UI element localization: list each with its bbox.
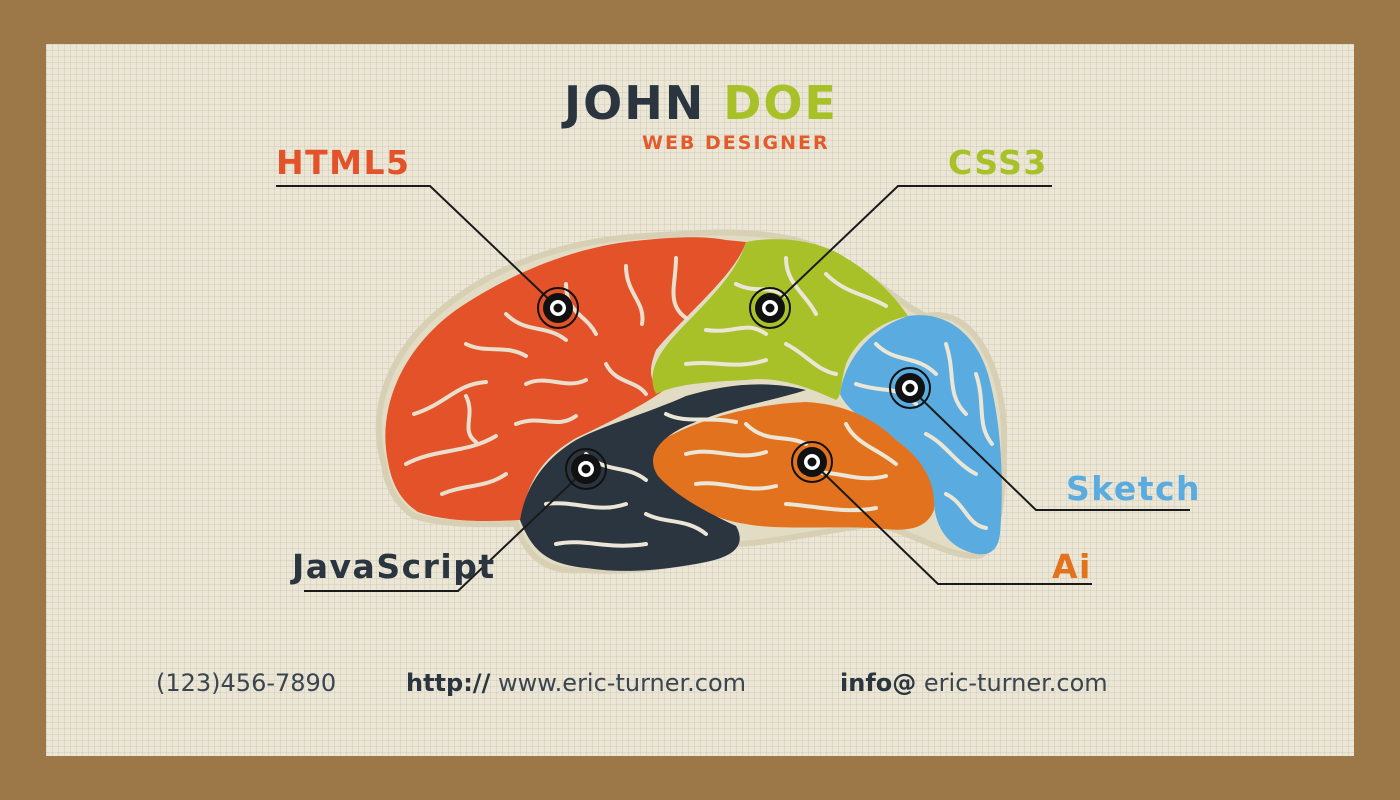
skill-javascript-label: JavaScript	[292, 547, 496, 586]
skill-css3-label: CSS3	[948, 143, 1048, 182]
skill-html5-label: HTML5	[276, 143, 411, 182]
target-marker-icon	[791, 441, 833, 483]
brain-illustration	[276, 185, 1190, 592]
website-text: www.eric-turner.com	[497, 669, 747, 697]
website-prefix: http://	[406, 669, 491, 697]
website: http:// www.eric-turner.com	[406, 669, 746, 697]
email-prefix: info@	[840, 669, 917, 697]
phone-number: (123)456-7890	[156, 669, 336, 697]
last-name: DOE	[723, 76, 838, 130]
business-card: JOHN DOE WEB DESIGNER HTML5 CSS3 Sketch …	[46, 44, 1354, 756]
brain-cerebellum	[520, 384, 806, 571]
connector-lines	[276, 185, 1190, 592]
email: info@ eric-turner.com	[840, 669, 1108, 697]
brain-frontal-lobe	[385, 237, 746, 522]
job-title: WEB DESIGNER	[642, 132, 830, 154]
line-html5	[276, 185, 559, 309]
first-name: JOHN	[564, 76, 706, 130]
line-ai	[811, 461, 1092, 585]
name-heading: JOHN DOE	[564, 80, 838, 126]
target-marker-icon	[565, 448, 607, 490]
target-marker-icon	[537, 287, 579, 329]
email-text: eric-turner.com	[923, 669, 1108, 697]
skill-sketch-label: Sketch	[1066, 469, 1202, 508]
line-javascript	[304, 468, 587, 592]
line-css3	[769, 185, 1052, 309]
brain-parietal-lobe	[652, 239, 908, 400]
skill-ai-label: Ai	[1052, 547, 1092, 586]
line-sketch	[909, 387, 1190, 511]
phone-text: (123)456-7890	[156, 669, 337, 697]
target-marker-icon	[889, 367, 931, 409]
target-marker-icon	[749, 287, 791, 329]
